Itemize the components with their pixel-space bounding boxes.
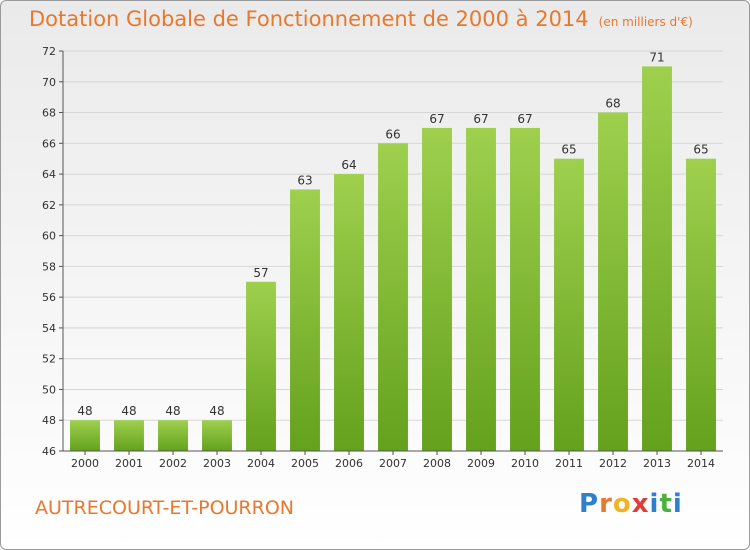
logo-letter: x bbox=[631, 489, 650, 519]
axes: 46 48 50 52 54 56 58 60 62 64 66 68 70 72 2000 2001 2002… bbox=[42, 45, 723, 470]
value-label: 67 bbox=[473, 112, 488, 126]
value-label: 66 bbox=[385, 127, 400, 141]
logo-letter: o bbox=[612, 489, 632, 519]
logo-letter: t bbox=[659, 489, 673, 519]
x-tick-label: 2014 bbox=[687, 457, 715, 470]
value-label: 64 bbox=[341, 158, 356, 172]
value-labels: 48 48 48 48 57 63 64 66 67 67 67 65 68 71 65 bbox=[77, 50, 708, 418]
x-tick-label: 2009 bbox=[467, 457, 495, 470]
x-tick-label: 2005 bbox=[291, 457, 319, 470]
value-label: 48 bbox=[77, 404, 92, 418]
x-tick-label: 2004 bbox=[247, 457, 275, 470]
bar bbox=[598, 112, 628, 452]
title-text: Dotation Globale de Fonctionnement de 20… bbox=[29, 7, 589, 31]
y-tick-label: 68 bbox=[42, 107, 56, 120]
bar bbox=[422, 127, 452, 451]
y-tick-label: 56 bbox=[42, 291, 56, 304]
chart-subtitle: (en milliers d'€) bbox=[598, 15, 693, 29]
y-tick-label: 62 bbox=[42, 199, 56, 212]
value-label: 65 bbox=[561, 143, 576, 157]
bars bbox=[70, 66, 716, 452]
value-label: 48 bbox=[165, 404, 180, 418]
value-label: 48 bbox=[209, 404, 224, 418]
chart-title: Dotation Globale de Fonctionnement de 20… bbox=[29, 7, 693, 31]
x-tick-label: 2007 bbox=[379, 457, 407, 470]
proxiti-logo: Proxiti bbox=[579, 489, 683, 519]
y-tick-label: 50 bbox=[42, 383, 56, 396]
y-tick-label: 64 bbox=[42, 168, 56, 181]
bar bbox=[642, 66, 672, 451]
y-tick-label: 48 bbox=[42, 414, 56, 427]
x-tick-label: 2013 bbox=[643, 457, 671, 470]
value-label: 67 bbox=[517, 112, 532, 126]
y-tick-label: 54 bbox=[42, 322, 56, 335]
x-tick-label: 2001 bbox=[115, 457, 143, 470]
x-tick-label: 2000 bbox=[71, 457, 99, 470]
bar bbox=[554, 158, 584, 451]
bar bbox=[70, 420, 100, 451]
y-tick-label: 60 bbox=[42, 230, 56, 243]
bar bbox=[686, 158, 716, 451]
bar bbox=[202, 420, 232, 451]
x-tick-label: 2003 bbox=[203, 457, 231, 470]
value-label: 68 bbox=[605, 97, 620, 111]
y-tick-label: 72 bbox=[42, 45, 56, 58]
x-tick-label: 2008 bbox=[423, 457, 451, 470]
bar bbox=[378, 143, 408, 452]
y-tick-label: 66 bbox=[42, 137, 56, 150]
x-tick-label: 2006 bbox=[335, 457, 363, 470]
x-tick-label: 2012 bbox=[599, 457, 627, 470]
y-tick-label: 46 bbox=[42, 445, 56, 458]
commune-name: AUTRECOURT-ET-POURRON bbox=[35, 497, 294, 519]
logo-letter: i bbox=[672, 489, 683, 519]
value-label: 71 bbox=[649, 50, 664, 64]
logo-letter: P bbox=[579, 489, 600, 519]
value-label: 63 bbox=[297, 173, 312, 187]
x-tick-label: 2011 bbox=[555, 457, 583, 470]
bar bbox=[466, 127, 496, 451]
y-tick-label: 70 bbox=[42, 76, 56, 89]
logo-letter: r bbox=[599, 489, 613, 519]
logo-letter: i bbox=[649, 489, 660, 519]
bar bbox=[246, 281, 276, 451]
value-label: 67 bbox=[429, 112, 444, 126]
bar bbox=[334, 174, 364, 452]
bar bbox=[158, 420, 188, 451]
value-label: 65 bbox=[693, 143, 708, 157]
value-label: 48 bbox=[121, 404, 136, 418]
bar bbox=[510, 127, 540, 451]
x-tick-label: 2010 bbox=[511, 457, 539, 470]
x-tick-label: 2002 bbox=[159, 457, 187, 470]
value-label: 57 bbox=[253, 266, 268, 280]
bar bbox=[290, 189, 320, 451]
bar bbox=[114, 420, 144, 451]
y-tick-label: 52 bbox=[42, 353, 56, 366]
y-tick-label: 58 bbox=[42, 260, 56, 273]
